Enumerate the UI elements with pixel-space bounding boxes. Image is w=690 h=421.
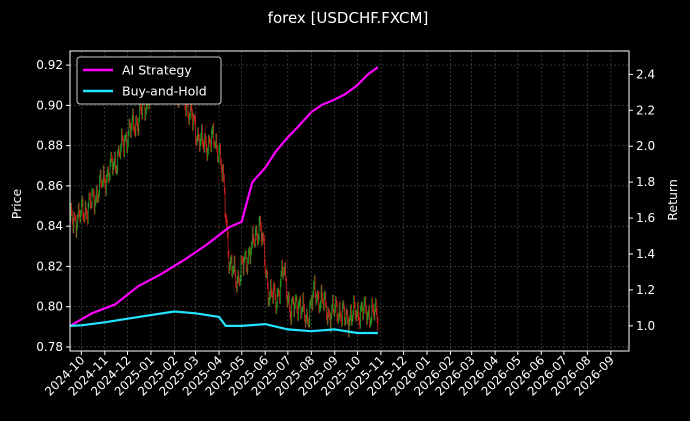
- left-axis-label: Price: [9, 188, 24, 219]
- legend-ai-label: AI Strategy: [122, 63, 192, 78]
- right-tick-label: 2.2: [636, 103, 655, 117]
- return-lines: [69, 66, 379, 335]
- legend-bh-label: Buy-and-Hold: [122, 84, 207, 99]
- chart-title: forex [USDCHF.FXCM]: [268, 9, 429, 27]
- ai-strategy-line: [69, 66, 379, 327]
- left-tick-label: 0.80: [36, 300, 63, 314]
- right-axis-label: Return: [665, 179, 680, 220]
- left-tick-label: 0.82: [36, 259, 63, 273]
- right-tick-label: 1.0: [636, 319, 655, 333]
- left-axis: 0.78 0.80 0.82 0.84 0.86 0.88 0.90 0.92: [36, 58, 70, 354]
- plot-frame: [69, 50, 630, 352]
- buy-and-hold-line: [69, 310, 378, 335]
- legend: AI Strategy Buy-and-Hold: [76, 56, 222, 105]
- right-tick-label: 2.0: [636, 139, 655, 153]
- left-tick-label: 0.90: [36, 98, 63, 112]
- right-tick-label: 2.4: [636, 67, 655, 81]
- left-tick-label: 0.78: [36, 340, 63, 354]
- left-tick-label: 0.86: [36, 179, 63, 193]
- left-tick-label: 0.92: [36, 58, 63, 72]
- left-tick-label: 0.84: [36, 219, 63, 233]
- right-axis: 1.0 1.2 1.4 1.6 1.8 2.0 2.2 2.4: [629, 67, 655, 333]
- right-tick-label: 1.8: [636, 175, 655, 189]
- right-tick-label: 1.2: [636, 283, 655, 297]
- right-tick-label: 1.6: [636, 211, 655, 225]
- right-tick-label: 1.4: [636, 247, 655, 261]
- left-tick-label: 0.88: [36, 139, 63, 153]
